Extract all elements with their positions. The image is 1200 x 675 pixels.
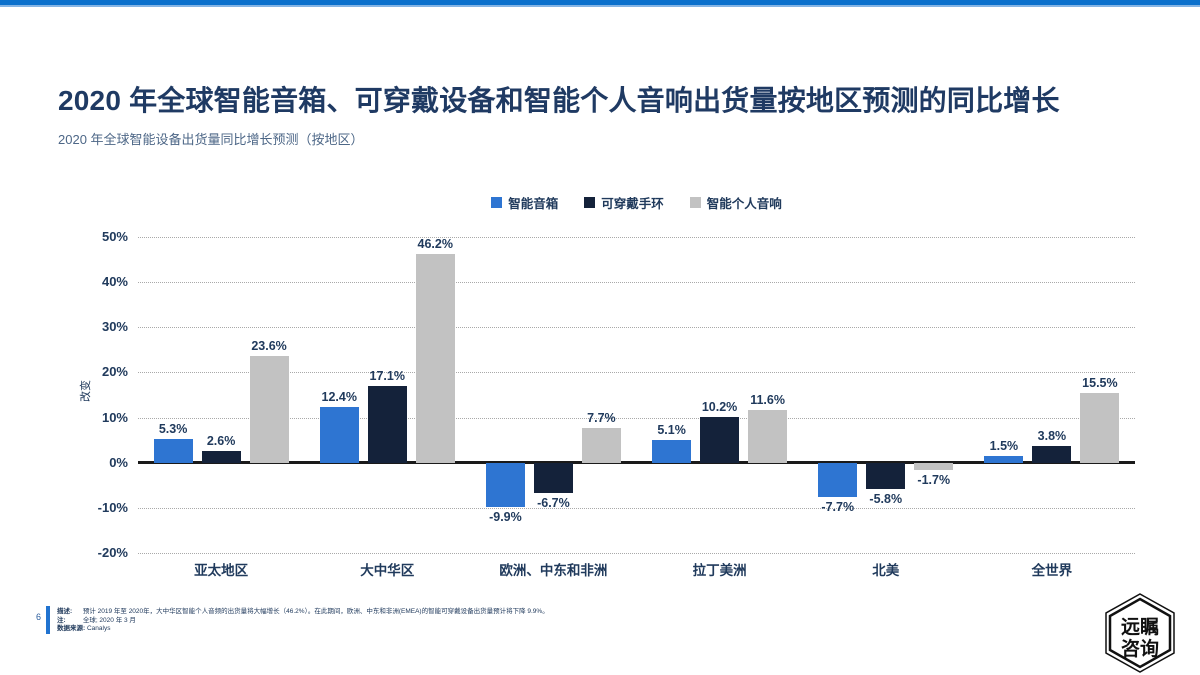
logo-hexagon-inner (1108, 597, 1172, 669)
bar (415, 254, 455, 463)
bar-value-label: 15.5% (1082, 375, 1118, 390)
logo-hexagon-outer (1105, 593, 1175, 673)
category-label: 亚太地区 (194, 563, 249, 578)
legend-swatch (689, 197, 701, 208)
bar-value-label: 12.4% (321, 389, 357, 404)
legend-item: 智能音箱 (491, 193, 558, 212)
chart-legend: 智能音箱 可穿戴手环 智能个人音响 (138, 193, 1135, 212)
gridline (138, 372, 1135, 374)
legend-label: 智能音箱 (508, 197, 559, 211)
footnote-line: 注: 全球; 2020 年 3 月 (57, 617, 697, 626)
bar (485, 462, 525, 508)
bar-value-label: 11.6% (750, 393, 785, 408)
bar (249, 356, 289, 463)
bar (1080, 392, 1120, 463)
bar-value-label: 17.1% (369, 368, 405, 383)
bar (748, 410, 788, 463)
bar (581, 427, 621, 463)
bar (818, 462, 858, 498)
bar (914, 462, 954, 471)
y-axis-tick-label: 30% (101, 319, 128, 335)
bar-value-label: 7.7% (587, 410, 616, 425)
gridline (138, 507, 1135, 509)
bar-value-label: 2.6% (206, 433, 236, 448)
bar (367, 385, 407, 463)
category-label: 拉丁美洲 (692, 563, 747, 578)
footnote-line: 数据来源: Canalys (57, 625, 697, 634)
y-axis-title: 改变 (80, 380, 92, 402)
category-label: 欧洲、中东和非洲 (499, 563, 608, 578)
bar (652, 439, 692, 463)
y-axis-tick-label: 10% (101, 409, 128, 425)
bar (533, 462, 573, 493)
page-number: 6 (36, 612, 42, 622)
bar-value-label: 3.8% (1037, 428, 1067, 443)
footnote-label: 数据来源: (57, 625, 86, 632)
bar-value-label: -7.7% (821, 500, 855, 515)
bar-value-label: 5.3% (158, 421, 188, 436)
bar-value-label: 1.5% (989, 438, 1019, 453)
footnote-line: 描述: 预计 2019 年至 2020年，大中华区智能个人音频的出货量将大幅增长… (57, 608, 697, 617)
logo-text-line2: 咨询 (1121, 637, 1159, 660)
category-label: 北美 (872, 563, 900, 578)
bar (984, 455, 1024, 463)
gridline (138, 417, 1135, 419)
company-logo: 远瞩 咨询 (1105, 593, 1175, 673)
page-subtitle: 2020 年全球智能设备出货量同比增长预测（按地区） (58, 132, 364, 147)
gridline (138, 237, 1135, 238)
bar-value-label: -6.7% (537, 495, 570, 510)
category-label: 大中华区 (360, 563, 415, 578)
y-axis-tick-label: 50% (101, 229, 128, 244)
category-label: 全世界 (1031, 563, 1073, 578)
legend-swatch (584, 197, 596, 208)
footnote-text: 全球; 2020 年 3 月 (82, 616, 136, 624)
y-axis-tick-label: 40% (101, 274, 128, 290)
footnotes: 描述: 预计 2019 年至 2020年，大中华区智能个人音频的出货量将大幅增长… (57, 608, 697, 634)
y-axis-tick-label: 20% (101, 364, 128, 380)
page-title: 2020 年全球智能音箱、可穿戴设备和智能个人音响出货量按地区预测的同比增长 (58, 85, 1060, 116)
footnote-label: 注: (57, 616, 66, 624)
top-accent-bar (0, 0, 1200, 7)
y-axis-tick-label: 0% (109, 454, 128, 470)
bar (319, 406, 359, 463)
bar (1032, 445, 1072, 463)
logo-text-line1: 远瞩 (1121, 616, 1159, 638)
plot-area: 50% 40% 30% 20% 10% 0% -10% -20% 5.3% 2.6% 23.6% 亚太… (98, 229, 1135, 578)
gridline (138, 553, 1135, 554)
bar (201, 450, 241, 463)
bar-value-label: -9.9% (489, 510, 522, 525)
legend-swatch (491, 197, 503, 208)
y-axis-tick-label: -10% (97, 499, 128, 515)
bar-value-label: 23.6% (251, 339, 287, 354)
gridline (138, 282, 1135, 284)
gridline (138, 327, 1135, 329)
footnote-text: 预计 2019 年至 2020年，大中华区智能个人音频的出货量将大幅增长（46.… (82, 608, 549, 615)
bar (866, 462, 906, 489)
bar-value-label: 46.2% (417, 237, 453, 252)
bar-value-label: -1.7% (917, 473, 951, 488)
legend-label: 智能个人音响 (706, 197, 782, 211)
x-axis-zero-line (138, 461, 1135, 465)
legend-label: 可穿戴手环 (601, 197, 664, 211)
bar-value-label: -5.8% (869, 491, 903, 506)
footer-accent-bar (46, 606, 50, 634)
y-axis-tick-label: -20% (97, 545, 128, 560)
footnote-label: 描述: (57, 608, 73, 615)
bar-value-label: 10.2% (701, 399, 738, 414)
bar (700, 416, 740, 463)
bar-value-label: 5.1% (657, 422, 686, 437)
footnote-text: Canalys (86, 625, 111, 632)
bar (153, 438, 193, 463)
legend-item: 可穿戴手环 (584, 193, 664, 212)
legend-item: 智能个人音响 (689, 193, 782, 212)
